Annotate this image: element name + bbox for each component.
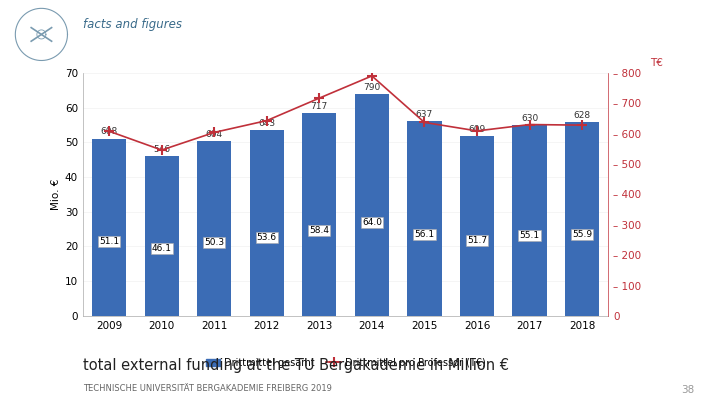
Bar	[197, 141, 231, 316]
Bar	[460, 136, 494, 316]
Text: 608: 608	[101, 128, 117, 136]
Text: 53.6: 53.6	[257, 233, 276, 242]
Text: 546: 546	[153, 145, 170, 154]
Bar	[408, 121, 441, 316]
Text: 64.0: 64.0	[362, 218, 382, 227]
Text: 604: 604	[206, 130, 222, 139]
Text: facts and figures: facts and figures	[83, 18, 181, 31]
Bar	[302, 113, 336, 316]
Bar	[355, 94, 389, 316]
Bar	[565, 122, 599, 316]
Text: 51.1: 51.1	[99, 237, 119, 246]
Text: 55.9: 55.9	[572, 230, 592, 239]
Text: 38: 38	[682, 385, 695, 395]
Bar	[250, 130, 284, 316]
Text: 51.7: 51.7	[467, 236, 487, 245]
Text: 46.1: 46.1	[152, 244, 171, 253]
Legend: Drittmittel gesamt, Drittmittel pro Professor (T€): Drittmittel gesamt, Drittmittel pro Prof…	[202, 354, 490, 372]
Bar	[92, 139, 126, 316]
Text: 58.4: 58.4	[310, 226, 329, 235]
Text: total external funding at the TU Bergakademie in Million €: total external funding at the TU Bergaka…	[83, 358, 509, 373]
Y-axis label: Mio. €: Mio. €	[50, 179, 60, 210]
Text: 630: 630	[521, 113, 538, 123]
Text: 637: 637	[416, 110, 433, 119]
Text: 56.1: 56.1	[415, 230, 434, 239]
Bar	[145, 156, 179, 316]
Text: 717: 717	[311, 102, 328, 111]
Text: 643: 643	[258, 119, 275, 128]
Bar	[513, 125, 546, 316]
Text: 55.1: 55.1	[520, 231, 539, 240]
Text: 609: 609	[469, 125, 485, 134]
Text: 628: 628	[574, 111, 590, 120]
Text: T€: T€	[650, 58, 663, 68]
Text: 790: 790	[364, 83, 380, 92]
Text: TECHNISCHE UNIVERSITÄT BERGAKADEMIE FREIBERG 2019: TECHNISCHE UNIVERSITÄT BERGAKADEMIE FREI…	[83, 384, 332, 393]
Text: 50.3: 50.3	[204, 238, 224, 247]
